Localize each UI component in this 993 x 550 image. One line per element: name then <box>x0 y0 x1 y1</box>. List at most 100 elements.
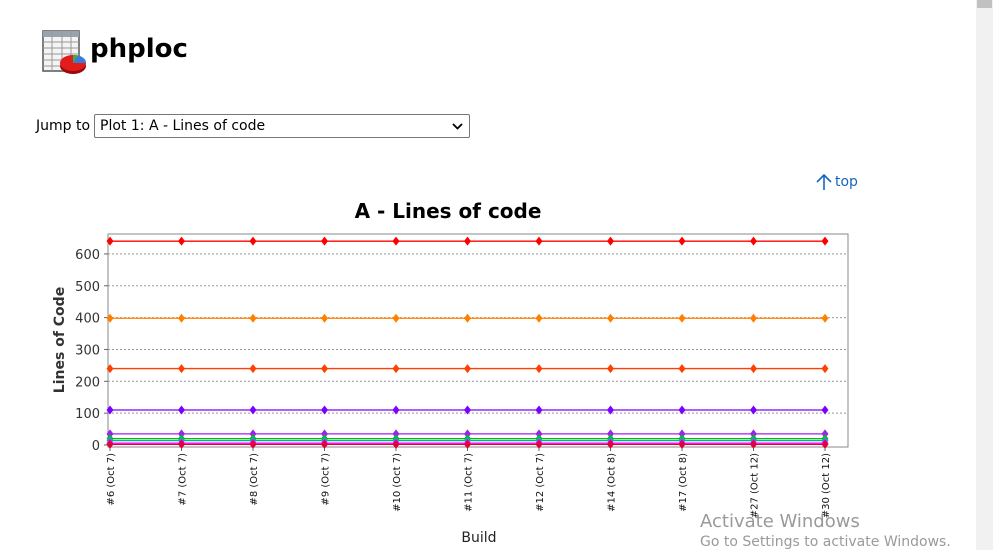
data-point <box>321 405 328 415</box>
x-tick-label: #7 (Oct 7) <box>178 453 189 506</box>
data-point <box>392 405 400 415</box>
activate-title: Activate Windows <box>700 511 860 532</box>
data-point <box>750 364 757 374</box>
data-point <box>392 439 400 449</box>
top-link[interactable]: top <box>816 173 858 191</box>
data-point <box>178 405 185 415</box>
data-point <box>535 364 543 374</box>
data-point <box>106 429 114 439</box>
data-point <box>392 364 400 374</box>
plot-area: 0 100 200 300 400 500 600 #6 (Oct 7) #7 (Oct 7) #… <box>75 233 849 518</box>
data-point <box>750 439 757 449</box>
data-point <box>535 236 543 246</box>
x-tick-label: #17 (Oct 8) <box>678 453 689 512</box>
lines-of-code-chart: A - Lines of code 0 100 200 300 400 500 600 #6 … <box>52 199 849 546</box>
top-link-label: top <box>835 174 858 190</box>
data-point <box>607 429 614 439</box>
data-point <box>178 364 185 374</box>
y-tick-label: 300 <box>75 343 100 358</box>
data-point <box>821 439 829 449</box>
y-tick-label: 600 <box>75 248 100 263</box>
data-point <box>321 236 328 246</box>
data-point <box>249 313 257 323</box>
data-point <box>392 313 400 323</box>
data-point <box>178 313 185 323</box>
data-point <box>607 364 614 374</box>
data-point <box>607 313 614 323</box>
data-point <box>750 313 757 323</box>
plot-frame <box>107 233 849 448</box>
x-tick-label: #12 (Oct 7) <box>535 453 546 512</box>
data-point <box>464 429 471 439</box>
data-point <box>321 364 328 374</box>
jump-to-label: Jump to <box>36 118 91 134</box>
data-point <box>535 405 543 415</box>
y-tick-label: 500 <box>75 280 100 295</box>
y-tick-label: 200 <box>75 375 100 390</box>
data-point <box>392 236 400 246</box>
data-point <box>178 236 185 246</box>
x-tick-label: #10 (Oct 7) <box>392 453 403 512</box>
data-point <box>464 364 471 374</box>
data-point <box>535 439 543 449</box>
spreadsheet-pie-chart-icon <box>42 30 88 76</box>
data-point <box>106 439 114 449</box>
data-point <box>821 405 829 415</box>
chart-title: A - Lines of code <box>355 199 542 223</box>
data-point <box>321 313 328 323</box>
data-point <box>249 236 257 246</box>
data-point <box>249 364 257 374</box>
activate-subtitle: Go to Settings to activate Windows. <box>700 534 951 550</box>
data-point <box>678 236 686 246</box>
data-point <box>464 439 471 449</box>
arrow-up-icon <box>816 173 832 190</box>
windows-activation-watermark: Activate Windows Go to Settings to activ… <box>700 511 951 550</box>
data-point <box>249 429 257 439</box>
data-point <box>535 429 543 439</box>
x-tick-label: #6 (Oct 7) <box>106 453 117 506</box>
chevron-down-icon <box>452 119 463 133</box>
x-tick-label: #14 (Oct 8) <box>607 453 618 512</box>
page-title: phploc <box>90 34 188 64</box>
x-axis-label: Build <box>461 530 496 546</box>
data-point <box>106 364 114 374</box>
data-point <box>249 405 257 415</box>
data-point <box>750 429 757 439</box>
scrollbar-thumb[interactable] <box>977 0 992 8</box>
data-point <box>464 405 471 415</box>
data-point <box>750 405 757 415</box>
data-point <box>106 313 114 323</box>
data-point <box>821 313 829 323</box>
data-point <box>821 429 829 439</box>
x-tick-label: #8 (Oct 7) <box>249 453 260 506</box>
x-tick-label: #27 (Oct 12) <box>750 453 761 518</box>
plot-select-value: Plot 1: A - Lines of code <box>100 118 266 134</box>
data-point <box>678 429 686 439</box>
y-axis-label: Lines of Code <box>52 287 68 393</box>
vertical-scrollbar[interactable] <box>976 0 993 550</box>
data-point <box>249 439 257 449</box>
data-point <box>464 313 471 323</box>
data-point <box>678 439 686 449</box>
data-point <box>821 364 829 374</box>
data-point <box>750 236 757 246</box>
data-point <box>821 236 829 246</box>
data-point <box>607 405 614 415</box>
plot-select[interactable]: Plot 1: A - Lines of code <box>94 114 471 138</box>
jump-to-row: Jump to Plot 1: A - Lines of code <box>36 114 471 138</box>
data-point <box>392 429 400 439</box>
x-tick-label: #30 (Oct 12) <box>821 453 832 518</box>
data-point <box>678 364 686 374</box>
data-point <box>678 405 686 415</box>
data-point <box>678 313 686 323</box>
data-point <box>464 236 471 246</box>
y-tick-label: 100 <box>75 407 100 422</box>
data-point <box>106 236 114 246</box>
data-point <box>106 405 114 415</box>
data-point <box>535 313 543 323</box>
data-point <box>178 439 185 449</box>
data-point <box>321 429 328 439</box>
x-tick-label: #9 (Oct 7) <box>321 453 332 506</box>
data-point <box>178 429 185 439</box>
y-tick-label: 0 <box>92 439 100 454</box>
